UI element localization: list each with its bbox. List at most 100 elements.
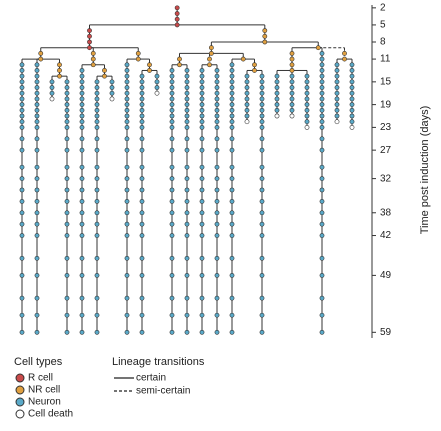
cell-dot [169,164,175,170]
cell-dot [90,62,96,68]
cell-dot [139,187,145,193]
cell-dot [94,312,100,318]
cell-dot [207,56,212,62]
cell-dot [64,272,70,278]
cell-dot [244,102,250,108]
cell-dot [334,107,340,113]
cell-dot [124,85,130,90]
cell-dot [154,79,160,85]
cell-dot [34,136,40,142]
death-dot [349,124,355,130]
cell-dot [94,233,100,238]
cell-dot [208,50,214,56]
cell-dot [64,102,70,108]
cell-dot [139,113,145,119]
cell-dot [139,119,145,125]
cell-dot [169,329,175,335]
cell-dot [169,255,175,261]
cell-dot [229,107,235,113]
y-tick-label: 32 [380,173,392,184]
cell-dot [289,96,295,102]
cell-dot [229,73,235,79]
cell-dot [334,79,340,85]
cell-dot [240,56,246,62]
cell-dot [229,85,235,90]
cell-dot [349,85,355,90]
cell-dot [79,210,85,216]
cell-dot [19,90,25,96]
cell-dot [79,221,85,227]
cell-dot [334,73,340,79]
cell-dot [319,56,325,62]
cell-dot [139,255,145,261]
cell-dot [64,187,70,193]
cell-dot [34,62,40,68]
cell-dot [319,187,325,193]
cell-dot [252,68,257,73]
y-tick-label: 49 [380,270,392,281]
cell-dot [124,295,130,301]
cell-dot [199,221,205,227]
cell-dot [342,56,347,62]
cell-dot [259,295,265,301]
cell-dot [34,233,40,238]
cell-dot [124,329,130,335]
cell-dot [274,102,280,108]
cell-dot [19,62,25,68]
cell-dot [109,90,115,96]
cell-dot [64,198,70,204]
cell-dot [34,187,40,193]
cell-dot [349,79,355,85]
cell-dot [349,119,355,125]
cell-dot [259,85,265,90]
cell-dot [229,312,235,318]
cell-dot [214,147,220,153]
cell-dot [259,147,265,153]
cell-dot [34,107,40,113]
cell-dot [19,312,25,318]
cell-dot [259,119,265,125]
cell-dot [184,164,190,170]
cell-dot [184,176,190,182]
cell-dot [259,312,265,318]
cell-dot [342,50,347,56]
cell-dot [87,33,92,39]
cell-dot [34,73,40,79]
cell-dot [34,295,40,301]
cell-dot [199,107,205,113]
cell-dot [259,102,265,108]
cell-dot [304,73,310,79]
cell-dot [304,79,310,85]
cell-dot [214,102,220,108]
cell-dot [19,102,25,108]
cell-dot [229,113,235,119]
cell-dot [259,329,265,335]
cell-dot [252,62,257,68]
cell-dot [214,136,220,142]
cell-dot [259,187,265,193]
cell-dot [199,176,205,182]
cell-dot [57,68,62,73]
cell-dot [124,79,130,85]
cell-dot [169,102,175,108]
cell-dot [319,164,325,170]
cell-dot [199,68,205,73]
cell-dot [244,79,250,85]
cell-dot [94,198,100,204]
cell-dot [229,124,235,130]
cell-dot [214,272,220,278]
cell-dot [64,113,70,119]
cell-dot [139,124,145,130]
cell-dot [274,107,280,113]
cell-dot [64,295,70,301]
cell-dot [334,62,340,68]
cell-dot [34,312,40,318]
cell-dot [124,90,130,96]
cell-dot [139,210,145,216]
legend-label: NR cell [28,385,60,396]
cell-dot [214,96,220,102]
cell-dot [169,221,175,227]
cell-dot [94,136,100,142]
cell-dot [102,68,107,73]
cell-dot [214,295,220,301]
